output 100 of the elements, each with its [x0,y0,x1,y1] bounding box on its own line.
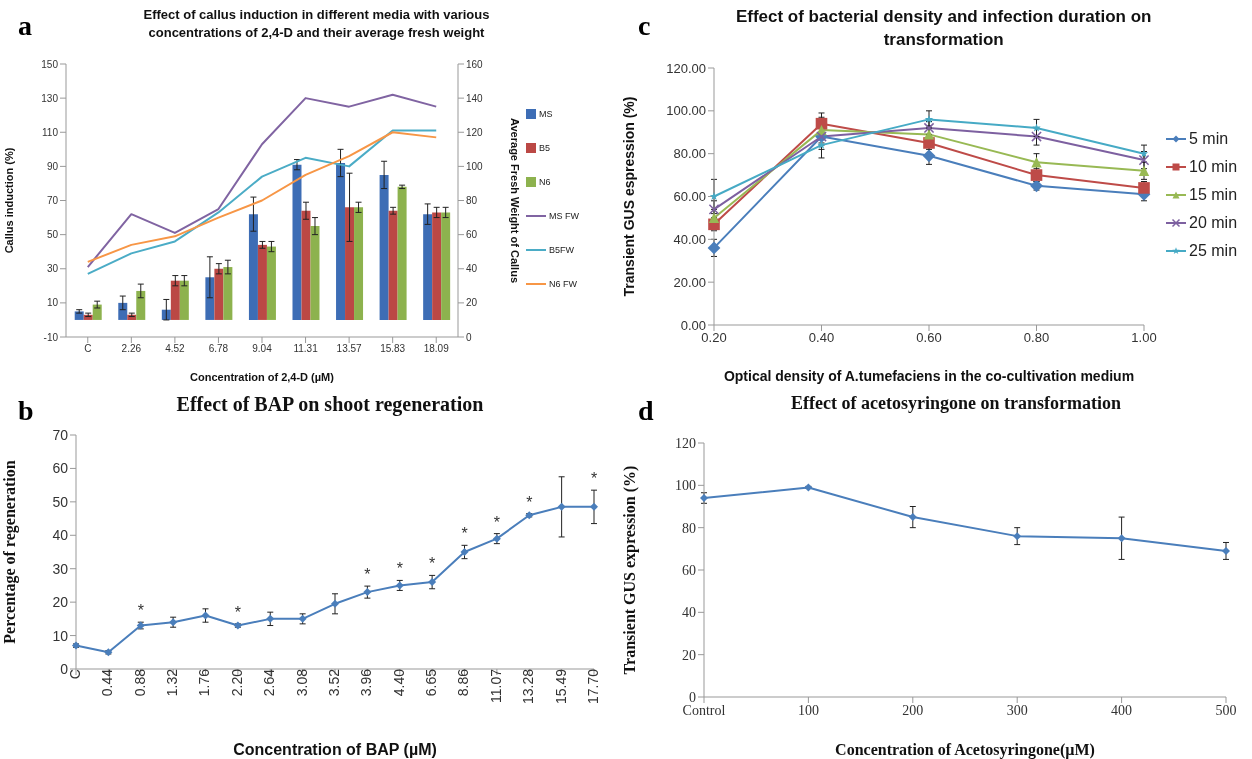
x-tick-label: 13.57 [336,343,363,355]
y-tick-label: 60 [682,562,696,578]
x-tick-label: 2.64 [261,668,278,697]
y-tick-label: 120.00 [666,60,706,76]
x-tick-label: C [84,343,92,355]
x-tick-label: Control [682,702,726,718]
y-tick-label: 50 [52,493,69,510]
x-tick-label: 1.76 [196,668,213,697]
y-tick-label: 40 [52,527,69,544]
x-tick-label: 100 [797,702,819,718]
y2-tick-label: 0 [466,331,472,343]
legend-label: B5 [539,142,551,153]
x-axis-title: Optical density of A.tumefaciens in the co-cultivation medium [723,368,1135,384]
y2-tick-label: 100 [466,160,484,172]
y-tick-label: 70 [46,195,59,207]
x-axis-title: Concentration of Acetosyringone(µM) [835,741,1095,759]
x-tick-label: 3.96 [358,668,375,697]
x-tick-label: 11.31 [293,343,319,355]
x-tick-label: 200 [902,702,924,718]
text: a [18,10,32,42]
x-tick-label: 17.70 [584,668,601,705]
legend-label: 25 min [1189,241,1238,260]
annotation: * [364,566,371,584]
y2-tick-label: 120 [466,126,484,138]
chart-title: Effect of callus induction in different media with various concentrations of 2,4-D and their average fresh weight [142,6,491,42]
y-tick-label: 0 [60,660,69,677]
y-axis-title: Callus induction (%) [2,147,15,254]
x-axis-title: Concentration of 2,4-D (µM) [190,371,335,383]
y-tick-label: 0.00 [680,317,706,333]
chart-title: Effect of BAP on shoot regeneration [175,392,485,418]
x-tick-label: 3.52 [325,668,342,697]
y-tick-label: 20 [682,647,696,663]
x-tick-label: 11.07 [487,668,504,703]
text: c [638,10,651,42]
y-tick-label: 10 [46,297,59,309]
x-tick-label: 6.78 [208,343,229,355]
chart-title: Effect of bacterial density and infection duration on transformation [734,6,1153,51]
y-tick-label: 60 [52,460,69,477]
legend-label: MS FW [549,210,579,221]
x-tick-label: 18.09 [423,343,450,355]
y-tick-label: 20 [52,594,69,611]
legend-label: N6 [539,176,551,187]
y2-axis-title: Average Fresh Weight of Callus [509,117,522,284]
y-tick-label: 10 [52,627,69,644]
annotation: * [526,493,533,511]
text: b [18,395,34,427]
y-tick-label: 80.00 [673,146,706,162]
chart-title: Effect of acetosyringone on transformation [790,392,1122,415]
x-tick-label: 400 [1111,702,1133,718]
legend-label: 10 min [1189,157,1238,176]
x-tick-label: 3.08 [293,668,310,697]
y-tick-label: 40 [682,605,696,621]
legend-label: 20 min [1189,213,1238,232]
y-tick-label: 80 [682,520,696,536]
x-tick-label: 1.32 [164,668,181,697]
annotation: * [493,513,500,531]
y-tick-label: 30 [52,560,69,577]
y2-tick-label: 80 [466,195,478,207]
y-tick-label: 0 [689,689,696,705]
y-tick-label: 60.00 [673,189,706,205]
legend-label: MS [539,108,553,119]
y2-tick-label: 140 [466,92,484,104]
y-tick-label: 90 [46,160,59,172]
y-axis-title: Transient GUS expression (%) [620,465,639,675]
y-tick-label: 50 [46,229,59,241]
legend-label: 5 min [1189,129,1229,148]
x-tick-label: 13.28 [520,668,537,705]
annotation: * [396,560,403,578]
x-tick-label: 4.52 [165,343,186,355]
y-tick-label: 30 [46,263,59,275]
x-tick-label: 0.88 [131,668,148,697]
annotation: * [137,602,144,620]
x-tick-label: 2.20 [228,668,245,697]
annotation: * [234,603,241,621]
y2-tick-label: 20 [466,297,478,309]
x-tick-label: 0.60 [916,330,942,346]
y-axis-title: Transient GUS espression (%) [620,96,637,297]
text: d [638,395,654,427]
x-tick-label: 4.40 [390,668,407,697]
y-tick-label: -10 [43,331,59,343]
y2-tick-label: 160 [466,58,484,70]
x-tick-label: 0.80 [1023,330,1050,346]
x-tick-label: 500 [1215,702,1237,718]
annotation: * [590,470,598,488]
legend-label: N6 FW [549,278,577,289]
x-tick-label: 0.20 [701,330,727,346]
y-tick-label: 110 [42,126,59,138]
x-tick-label: 300 [1006,702,1028,718]
x-tick-label: 8.86 [455,668,472,697]
x-axis-title: Concentration of BAP (µM) [233,741,437,758]
x-tick-label: 2.26 [121,343,142,355]
x-tick-label: 15.83 [380,343,406,355]
x-tick-label: 1.00 [1131,330,1157,346]
y-tick-label: 70 [52,426,69,443]
y-tick-label: 130 [41,92,59,104]
x-tick-label: 9.04 [252,343,273,355]
x-tick-label: 15.49 [552,668,569,705]
annotation: * [429,555,436,573]
annotation: * [461,525,468,543]
y2-tick-label: 60 [466,229,478,241]
